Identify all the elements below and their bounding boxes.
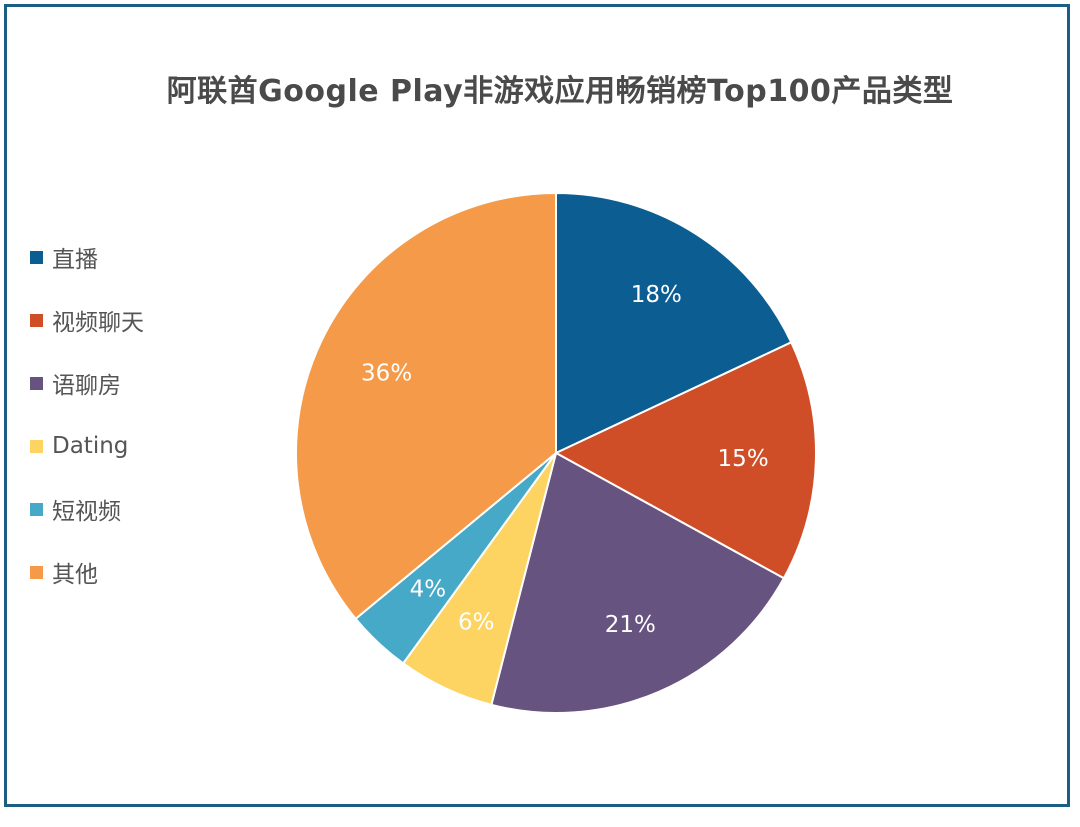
chart-title: 阿联酋Google Play非游戏应用畅销榜Top100产品类型 (166, 74, 954, 109)
pie-slice (555, 341, 817, 580)
slice-data-label: 18% (631, 282, 682, 308)
legend-label: 直播 (52, 247, 98, 273)
slice-data-label: 4% (410, 576, 447, 602)
legend-swatch (30, 313, 43, 327)
legend-item: 视频聊天 (30, 303, 144, 337)
slice-data-label: 6% (458, 609, 495, 635)
legend-item: 其他 (30, 555, 98, 589)
legend-label: 其他 (52, 562, 98, 588)
legend-label: 语聊房 (52, 373, 121, 399)
slice-data-label: 21% (605, 612, 656, 638)
legend-item: 直播 (30, 240, 98, 274)
legend-label: Dating (52, 433, 129, 459)
slice-data-label: 36% (361, 360, 412, 386)
legend-item: 短视频 (30, 492, 121, 526)
legend-swatch (30, 250, 43, 264)
pie-slice (555, 192, 793, 454)
legend-item: 语聊房 (30, 366, 121, 400)
legend-item: Dating (30, 429, 128, 463)
pie-slice (490, 452, 785, 714)
legend-swatch (30, 502, 43, 516)
legend-label: 视频聊天 (52, 310, 144, 336)
legend-swatch (30, 439, 43, 453)
pie-slice (295, 192, 557, 620)
slice-data-label: 15% (718, 446, 769, 472)
legend-swatch (30, 376, 43, 390)
legend-label: 短视频 (52, 499, 121, 525)
legend-swatch (30, 565, 43, 579)
